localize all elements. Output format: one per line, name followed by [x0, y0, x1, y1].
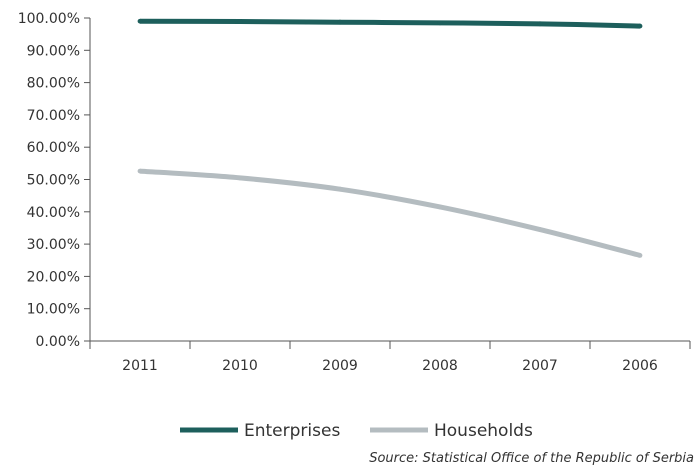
- y-tick-label: 100.00%: [18, 11, 80, 27]
- x-tick-label: 2007: [522, 358, 558, 374]
- y-tick-label: 60.00%: [27, 140, 80, 156]
- legend-label-households: Households: [434, 421, 533, 441]
- data-point-enterprises: [637, 23, 643, 29]
- y-tick-label: 90.00%: [27, 43, 80, 59]
- data-point-enterprises: [237, 19, 243, 24]
- y-axis-ticks: 100.00% 90.00% 80.00% 70.00% 60.00% 50.00% 40.…: [18, 11, 90, 350]
- y-tick-label: 0.00%: [36, 334, 80, 350]
- x-tick-label: 2009: [322, 358, 358, 374]
- x-tick-label: 2008: [422, 358, 458, 374]
- chart-axes: [89, 18, 690, 342]
- chart-legend: Enterprises Households: [180, 421, 533, 441]
- data-point-households: [237, 175, 243, 181]
- source-note: Source: Statistical Office of the Republ…: [369, 451, 694, 466]
- y-tick-label: 20.00%: [27, 269, 80, 285]
- data-point-households: [637, 253, 643, 258]
- data-point-enterprises: [337, 19, 343, 25]
- series-line-households: [139, 168, 641, 258]
- y-tick-label: 80.00%: [27, 76, 80, 92]
- data-point-enterprises: [137, 18, 143, 24]
- data-point-households: [437, 204, 443, 210]
- data-point-households: [337, 186, 343, 192]
- series-line-enterprises: [139, 18, 641, 29]
- y-tick-label: 10.00%: [27, 302, 80, 318]
- chart-series: [137, 18, 643, 258]
- y-tick-label: 30.00%: [27, 237, 80, 253]
- x-tick-label: 2011: [122, 358, 158, 374]
- x-tick-label: 2006: [622, 358, 658, 374]
- y-tick-label: 40.00%: [27, 205, 80, 221]
- legend-label-enterprises: Enterprises: [244, 421, 340, 441]
- x-axis-ticks: 2011 2010 2009 2008 2007 2006: [89, 341, 691, 374]
- y-tick-label: 50.00%: [27, 173, 80, 189]
- data-point-households: [537, 227, 543, 232]
- x-tick-label: 2010: [222, 358, 258, 374]
- data-point-enterprises: [437, 20, 443, 26]
- data-point-households: [137, 168, 143, 174]
- data-point-enterprises: [537, 21, 543, 27]
- y-tick-label: 70.00%: [27, 108, 80, 124]
